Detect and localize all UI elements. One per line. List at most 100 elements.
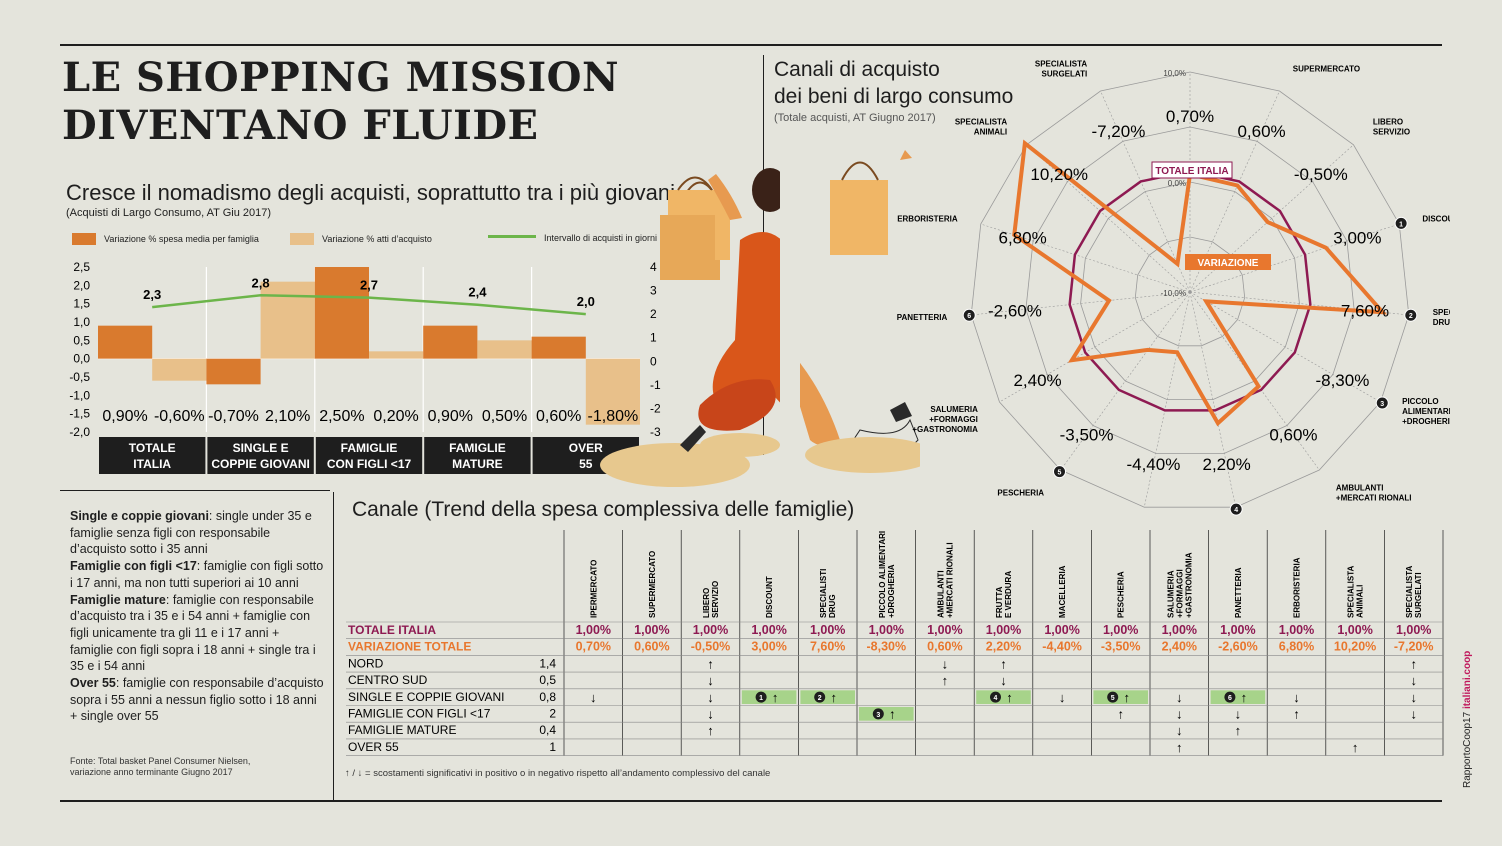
bar xyxy=(585,358,640,425)
table-cell-variation: 2,20% xyxy=(986,640,1021,654)
radar-value-label: 0,60% xyxy=(1237,122,1285,141)
y-tick-label: 2,5 xyxy=(73,260,90,274)
arrow-up-icon: ↑ xyxy=(772,690,779,705)
table-cell-badge-number: 2 xyxy=(818,695,822,702)
radar-axis-label: PESCHERIA xyxy=(997,489,1044,498)
y2-tick-label: 0 xyxy=(650,354,657,368)
category-label: COPPIE GIOVANI xyxy=(211,457,309,471)
table-cell-total: 1,00% xyxy=(1279,623,1314,637)
category-box xyxy=(207,437,314,474)
radar-badge xyxy=(1404,308,1418,322)
brand-vertical: RapportoCoop17 italiani.coop xyxy=(1462,651,1473,788)
table-col-header: PESCHERIA xyxy=(1117,571,1126,618)
table-row-value: 2 xyxy=(549,707,556,721)
arrow-down-icon: ↓ xyxy=(590,690,597,705)
radar-ring-label: 0,0% xyxy=(1168,179,1186,188)
radar-badge-number: 3 xyxy=(1380,401,1384,408)
table-col-header: ERBORISTERIA xyxy=(1293,557,1302,618)
bar xyxy=(369,351,424,359)
legend-intervallo: Intervallo di acquisti in giorni xyxy=(488,233,657,243)
radar-badge-number: 1 xyxy=(1399,221,1403,228)
table-cell-badge xyxy=(1224,691,1236,703)
table-cell-badge xyxy=(872,708,884,720)
radar-value-label: 0,70% xyxy=(1166,107,1214,126)
bar-data-label: 0,60% xyxy=(536,408,581,425)
bar-data-label: -1,80% xyxy=(588,408,639,425)
radar-badge xyxy=(962,308,976,322)
note-text: : famiglie con responsabile d’acquisto s… xyxy=(70,676,324,724)
category-label: TOTALE xyxy=(129,441,176,455)
table-col-header: IPERMERCATO xyxy=(589,560,598,618)
arrow-up-icon: ↑ xyxy=(1352,740,1359,755)
radar-value-label: -3,50% xyxy=(1060,425,1114,444)
table-cell-variation: -3,50% xyxy=(1101,640,1141,654)
table-cell-variation: -0,50% xyxy=(691,640,731,654)
y-tick-label: 0,5 xyxy=(73,333,90,347)
table-row-label: FAMIGLIE MATURE xyxy=(348,723,456,737)
radar-axis-label: SURGELATI xyxy=(1042,70,1088,79)
arrow-up-icon: ↑ xyxy=(1241,690,1248,705)
table-col-header: SPECIALISTI xyxy=(819,569,828,618)
arrow-down-icon: ↓ xyxy=(1410,690,1417,705)
bar-data-label: 0,90% xyxy=(102,408,147,425)
radar-badge-number: 6 xyxy=(967,313,971,320)
table-cell-variation: -8,30% xyxy=(866,640,906,654)
y-tick-label: 0,0 xyxy=(73,352,90,366)
arrow-up-icon: ↑ xyxy=(830,690,837,705)
table-title: Canale (Trend della spesa complessiva de… xyxy=(352,498,855,521)
table-footnote: ↑ / ↓ = scostamenti significativi in pos… xyxy=(345,768,771,779)
category-box xyxy=(424,437,531,474)
y2-tick-label: 4 xyxy=(650,260,657,274)
table-cell-badge-number: 6 xyxy=(1228,695,1232,702)
radar-axis-label: ERBORISTERIA xyxy=(897,214,958,223)
y-tick-label: 1,0 xyxy=(73,315,90,329)
radar-value-label: 10,20% xyxy=(1030,165,1088,184)
table-cell-total: 1,00% xyxy=(634,623,669,637)
table-cell-total: 1,00% xyxy=(1044,623,1079,637)
radar-axis-label: SPECIALISTA xyxy=(955,118,1008,127)
radar-value-label: 2,20% xyxy=(1202,455,1250,474)
y-tick-label: -2,0 xyxy=(69,425,90,439)
table-cell-highlight xyxy=(800,690,855,704)
legend-spesa: Variazione % spesa media per famiglia xyxy=(72,233,259,245)
arrow-down-icon: ↓ xyxy=(707,673,714,688)
radar-axis-label: SUPERMERCATO xyxy=(1293,65,1360,74)
table-cell-variation: -2,60% xyxy=(1218,640,1258,654)
legend-swatch-intervallo xyxy=(488,235,536,241)
top-rule xyxy=(60,44,1442,46)
table-cell-variation: -7,20% xyxy=(1394,640,1434,654)
arrow-down-icon: ↓ xyxy=(1000,673,1007,688)
arrow-down-icon: ↓ xyxy=(942,656,949,671)
table-col-header: PANETTERIA xyxy=(1234,567,1243,618)
legend-label-spesa: Variazione % spesa media per famiglia xyxy=(104,234,259,244)
radar-axis-label: SERVIZIO xyxy=(1373,128,1410,137)
category-label: CON FIGLI <17 xyxy=(327,457,412,471)
table-row-value: 0,5 xyxy=(539,673,556,687)
table-col-header: SUPERMERCATO xyxy=(648,551,657,618)
bar-data-label: 0,50% xyxy=(482,408,527,425)
radar-spoke xyxy=(1143,291,1191,508)
table-col-header: E VERDURA xyxy=(1004,571,1013,618)
category-label: ITALIA xyxy=(133,457,171,471)
table-cell-total: 1,00% xyxy=(751,623,786,637)
table-col-header: +FORMAGGI xyxy=(1175,569,1184,618)
vertical-divider-bottom xyxy=(333,492,334,800)
legend-label-intervallo: Intervallo di acquisti in giorni xyxy=(544,233,658,243)
table-cell-badge-number: 1 xyxy=(759,695,763,702)
line-series xyxy=(152,294,586,316)
radar-grid-ring xyxy=(1080,181,1300,400)
radar-ring-label: 10,0% xyxy=(1163,69,1186,78)
page-title-line1: LE SHOPPING MISSION xyxy=(62,54,620,101)
line-data-label: 2,8 xyxy=(252,275,270,290)
table-cell-variation: 0,60% xyxy=(927,640,962,654)
arrow-up-icon: ↑ xyxy=(1006,690,1013,705)
radar-badge xyxy=(1053,465,1067,479)
radar-value-label: -2,60% xyxy=(988,301,1042,320)
table-cell-total: 1,00% xyxy=(576,623,611,637)
radar-subtitle: (Totale acquisti, AT Giugno 2017) xyxy=(774,112,936,124)
arrow-down-icon: ↓ xyxy=(1176,690,1183,705)
table-cell-highlight xyxy=(1210,690,1266,704)
bar xyxy=(98,325,153,359)
arrow-down-icon: ↓ xyxy=(707,690,714,705)
radar-spoke xyxy=(1026,144,1191,293)
